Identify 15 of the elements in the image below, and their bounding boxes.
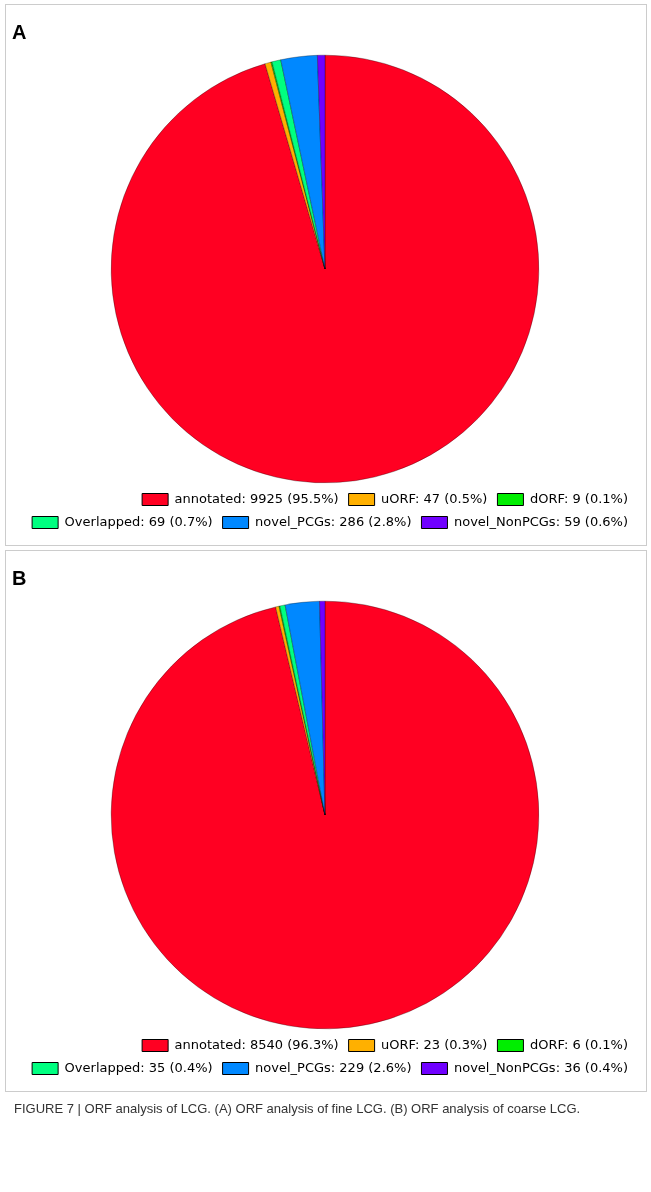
legend-label: annotated: 9925 (95.5%) (174, 490, 339, 506)
legend-label: novel_PCGs: 286 (2.8%) (255, 513, 412, 529)
legend-label: novel_NonPCGs: 36 (0.4%) (453, 1059, 629, 1075)
legend-label: novel_NonPCGs: 59 (0.6%) (453, 513, 629, 529)
legend-label: uORF: 23 (0.3%) (381, 1036, 488, 1052)
legend-label: uORF: 47 (0.5%) (381, 490, 488, 506)
legend-label: Overlapped: 69 (0.7%) (64, 513, 213, 529)
caption: FIGURE 7 | ORF analysis of LCG. (A) ORF analysis of fine LCG. (B) ORF analysis of coarse LCG. (14, 1100, 582, 1118)
legend-label: Overlapped: 35 (0.4%) (64, 1059, 213, 1075)
legend-label: dORF: 6 (0.1%) (529, 1036, 629, 1052)
legend-label: annotated: 8540 (96.3%) (174, 1036, 339, 1052)
chart-title: A (12, 20, 27, 43)
legend-label: novel_PCGs: 229 (2.6%) (255, 1059, 412, 1075)
chart-title: B (12, 566, 27, 589)
legend-label: dORF: 9 (0.1%) (529, 490, 629, 506)
